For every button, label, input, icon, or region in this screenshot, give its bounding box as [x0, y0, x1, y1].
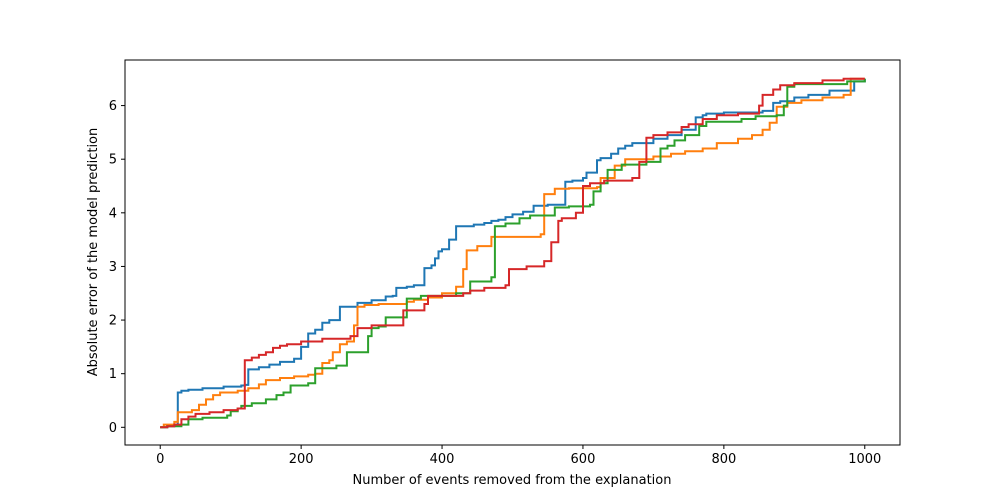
axes-frame — [124, 59, 901, 446]
y-tick-label: 1 — [109, 367, 117, 382]
x-tick-label: 400 — [430, 452, 455, 467]
y-tick-label: 5 — [109, 153, 117, 168]
x-axis: 0 200 400 600 800 1000 — [156, 445, 881, 467]
x-tick-label: 1000 — [848, 452, 881, 467]
series-line-3 — [160, 78, 866, 429]
x-tick-label: 600 — [571, 452, 596, 467]
y-axis: 0 1 2 3 4 5 6 — [109, 99, 125, 436]
series-line-1 — [160, 78, 866, 429]
y-tick-label: 2 — [109, 314, 117, 329]
series-line-4 — [160, 77, 865, 429]
y-axis-label: Absolute error of the model prediction — [86, 128, 101, 377]
x-tick-label: 200 — [289, 452, 314, 467]
y-tick-label: 4 — [109, 206, 117, 221]
x-tick-label: 0 — [156, 452, 164, 467]
x-axis-label: Number of events removed from the explan… — [353, 473, 672, 488]
y-tick-label: 3 — [109, 260, 117, 275]
y-tick-label: 6 — [109, 99, 117, 114]
y-tick-label: 0 — [109, 421, 117, 436]
plot-area — [160, 77, 866, 429]
x-tick-label: 800 — [711, 452, 736, 467]
